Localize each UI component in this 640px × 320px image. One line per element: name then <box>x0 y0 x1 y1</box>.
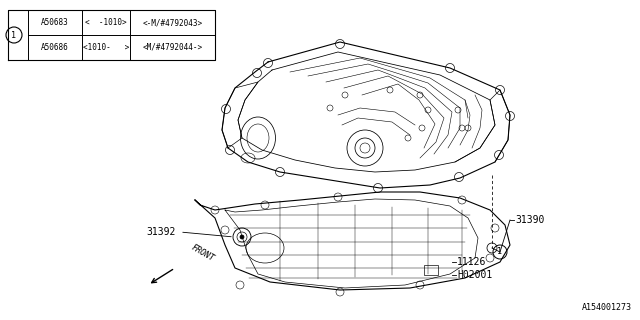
Text: <-M/#4792043>: <-M/#4792043> <box>143 18 203 27</box>
Text: <M/#4792044->: <M/#4792044-> <box>143 43 203 52</box>
Text: A50683: A50683 <box>41 18 69 27</box>
Text: <1010-   >: <1010- > <box>83 43 129 52</box>
Text: 1: 1 <box>497 247 502 257</box>
Text: 1: 1 <box>12 30 17 39</box>
Text: H02001: H02001 <box>457 270 492 280</box>
Text: 31390: 31390 <box>515 215 545 225</box>
Circle shape <box>240 235 244 239</box>
Text: 11126: 11126 <box>457 257 486 267</box>
Text: FRONT: FRONT <box>190 243 216 263</box>
Text: 31392: 31392 <box>147 227 176 237</box>
Text: A50686: A50686 <box>41 43 69 52</box>
Text: A154001273: A154001273 <box>582 303 632 312</box>
Text: <  -1010>: < -1010> <box>85 18 127 27</box>
